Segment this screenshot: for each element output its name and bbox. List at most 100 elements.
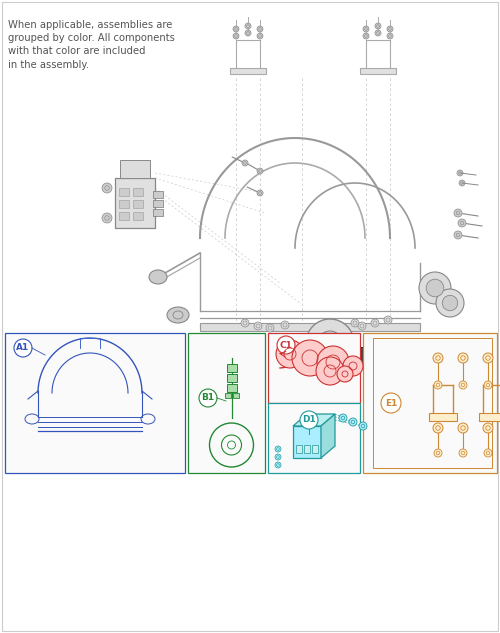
- Circle shape: [257, 168, 263, 174]
- Ellipse shape: [149, 270, 167, 284]
- Text: C1: C1: [280, 341, 292, 349]
- Circle shape: [325, 338, 335, 348]
- Bar: [224, 393, 230, 398]
- Circle shape: [358, 322, 366, 330]
- Bar: [119, 200, 129, 208]
- Bar: [5, 333, 185, 473]
- Bar: [226, 374, 236, 382]
- Bar: [188, 333, 265, 473]
- Circle shape: [296, 354, 304, 362]
- Circle shape: [257, 33, 263, 39]
- Circle shape: [266, 324, 274, 332]
- Circle shape: [458, 219, 466, 227]
- Circle shape: [275, 446, 281, 452]
- Bar: [133, 200, 143, 208]
- Bar: [293, 426, 321, 458]
- Text: When applicable, assemblies are
grouped by color. All components
with that color: When applicable, assemblies are grouped …: [8, 20, 175, 70]
- Circle shape: [316, 357, 344, 385]
- Circle shape: [375, 23, 381, 29]
- Circle shape: [276, 340, 304, 368]
- Circle shape: [318, 331, 342, 355]
- Circle shape: [433, 353, 443, 363]
- Circle shape: [384, 316, 392, 324]
- Circle shape: [14, 339, 32, 357]
- Bar: [226, 364, 236, 372]
- Circle shape: [275, 462, 281, 468]
- Circle shape: [102, 183, 112, 193]
- Bar: [133, 212, 143, 220]
- Circle shape: [241, 319, 249, 327]
- Bar: [153, 200, 163, 207]
- Circle shape: [459, 180, 465, 186]
- Bar: [153, 191, 163, 198]
- Circle shape: [337, 366, 353, 382]
- Circle shape: [351, 319, 359, 327]
- Circle shape: [233, 33, 239, 39]
- Bar: [200, 323, 420, 331]
- Circle shape: [434, 381, 442, 389]
- Circle shape: [387, 33, 393, 39]
- Circle shape: [275, 454, 281, 460]
- Circle shape: [458, 423, 468, 433]
- Ellipse shape: [167, 307, 189, 323]
- Circle shape: [434, 449, 442, 457]
- Circle shape: [245, 23, 251, 29]
- Circle shape: [387, 26, 393, 32]
- Circle shape: [254, 322, 262, 330]
- Circle shape: [245, 30, 251, 36]
- Circle shape: [483, 423, 493, 433]
- Circle shape: [252, 396, 260, 403]
- Circle shape: [306, 319, 354, 367]
- Circle shape: [317, 346, 349, 378]
- Circle shape: [281, 321, 289, 329]
- Circle shape: [359, 422, 367, 430]
- Bar: [296, 445, 302, 453]
- Bar: [312, 445, 318, 453]
- Circle shape: [349, 418, 357, 426]
- Circle shape: [381, 393, 401, 413]
- Circle shape: [339, 414, 347, 422]
- Circle shape: [277, 336, 295, 354]
- Circle shape: [436, 289, 464, 317]
- Circle shape: [252, 382, 260, 389]
- Circle shape: [244, 391, 252, 399]
- Circle shape: [484, 449, 492, 457]
- Bar: [153, 209, 163, 216]
- Bar: [360, 68, 396, 74]
- Bar: [119, 212, 129, 220]
- Bar: [479, 413, 500, 421]
- Text: A1: A1: [16, 344, 30, 353]
- Bar: [268, 333, 360, 403]
- Bar: [232, 393, 238, 398]
- Bar: [133, 188, 143, 196]
- Polygon shape: [321, 414, 335, 458]
- Bar: [345, 347, 365, 361]
- Circle shape: [458, 353, 468, 363]
- Circle shape: [433, 423, 443, 433]
- Bar: [119, 188, 129, 196]
- Circle shape: [199, 389, 217, 407]
- Circle shape: [233, 26, 239, 32]
- Bar: [230, 68, 266, 74]
- Circle shape: [102, 213, 112, 223]
- Circle shape: [371, 319, 379, 327]
- Circle shape: [459, 381, 467, 389]
- Circle shape: [343, 356, 363, 376]
- Bar: [120, 160, 150, 178]
- Bar: [304, 445, 310, 453]
- Circle shape: [257, 190, 263, 196]
- Bar: [429, 413, 457, 421]
- Circle shape: [419, 272, 451, 304]
- Text: B1: B1: [202, 394, 214, 403]
- Bar: [115, 178, 155, 228]
- Circle shape: [454, 209, 462, 217]
- Circle shape: [375, 30, 381, 36]
- Circle shape: [454, 231, 462, 239]
- Bar: [373, 338, 492, 468]
- Circle shape: [257, 26, 263, 32]
- Circle shape: [363, 33, 369, 39]
- Circle shape: [484, 381, 492, 389]
- Circle shape: [363, 26, 369, 32]
- Bar: [363, 333, 497, 473]
- Circle shape: [483, 353, 493, 363]
